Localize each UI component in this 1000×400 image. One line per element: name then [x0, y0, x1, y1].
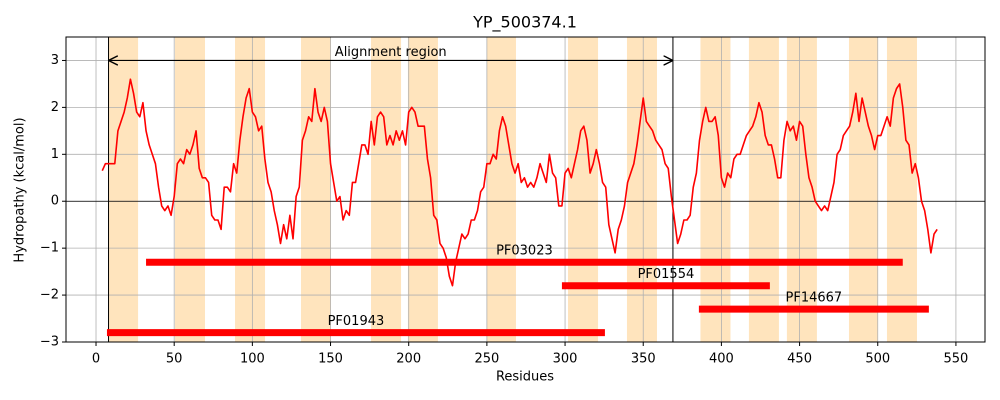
region-band — [848, 37, 878, 342]
x-tick-label: 450 — [787, 352, 812, 367]
region-band — [108, 37, 139, 342]
y-tick-label: −2 — [40, 288, 59, 303]
axes-frame — [65, 36, 986, 343]
y-tick-label: 2 — [51, 100, 59, 115]
region-band — [568, 37, 599, 342]
x-tick-label: 550 — [944, 352, 969, 367]
region-band — [626, 37, 657, 342]
y-tick-label: −1 — [40, 241, 59, 256]
domain-label: PF01554 — [638, 267, 695, 282]
domain-label: PF03023 — [496, 244, 553, 259]
region-band — [487, 37, 516, 342]
hydropathy-line — [101, 78, 938, 287]
x-tick-label: 300 — [553, 352, 578, 367]
domain-label: PF01943 — [328, 314, 385, 329]
x-tick-label: 150 — [318, 352, 343, 367]
chart-title: YP_500374.1 — [472, 13, 577, 33]
x-tick-label: 500 — [865, 352, 890, 367]
x-tick-label: 350 — [631, 352, 656, 367]
region-band — [371, 37, 402, 342]
y-tick-label: −3 — [40, 335, 59, 350]
region-band — [886, 37, 917, 342]
x-tick-label: 50 — [166, 352, 183, 367]
x-tick-label: 400 — [709, 352, 734, 367]
y-axis-label: Hydropathy (kcal/mol) — [13, 117, 28, 262]
region-band — [174, 37, 205, 342]
y-tick-label: 3 — [51, 53, 59, 68]
x-tick-label: 200 — [396, 352, 421, 367]
x-axis-label: Residues — [496, 370, 554, 385]
region-band — [748, 37, 779, 342]
y-tick-label: 0 — [51, 194, 59, 209]
y-tick-label: 1 — [51, 147, 59, 162]
domain-label: PF14667 — [786, 291, 843, 306]
region-band — [407, 37, 438, 342]
region-band — [235, 37, 266, 342]
alignment-label: Alignment region — [335, 45, 447, 60]
x-tick-label: 0 — [92, 352, 100, 367]
region-band — [300, 37, 332, 342]
x-tick-label: 100 — [240, 352, 265, 367]
x-tick-label: 250 — [474, 352, 499, 367]
region-band — [700, 37, 731, 342]
